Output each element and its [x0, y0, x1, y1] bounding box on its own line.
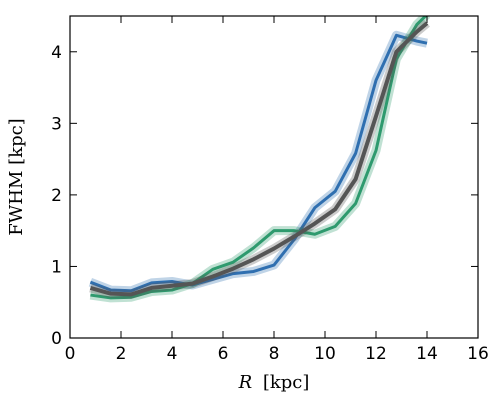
y-tick-label: 0 [51, 329, 62, 349]
y-tick-label: 4 [51, 43, 62, 63]
series-1-line [89, 33, 428, 293]
x-tick-label: 14 [416, 344, 438, 364]
series-layer [88, 16, 431, 303]
x-axis-label: R [kpc] [238, 372, 310, 393]
y-tick-label: 3 [51, 114, 62, 134]
x-tick-label: 4 [167, 344, 178, 364]
x-axis-label-unit: [kpc] [263, 372, 310, 393]
x-tick-label: 0 [65, 344, 76, 364]
x-tick-label: 8 [269, 344, 280, 364]
x-axis-label-var: R [238, 372, 253, 393]
y-axis-label: FWHM [kpc] [6, 118, 27, 235]
x-tick-label: 12 [365, 344, 387, 364]
series-3-line [89, 21, 429, 297]
x-tick-label: 16 [467, 344, 489, 364]
x-tick-label: 2 [116, 344, 127, 364]
y-tick-label: 1 [51, 257, 62, 277]
series-2-line [90, 16, 428, 300]
y-tick-label: 2 [51, 186, 62, 206]
x-tick-label: 10 [314, 344, 336, 364]
x-tick-label: 6 [218, 344, 229, 364]
